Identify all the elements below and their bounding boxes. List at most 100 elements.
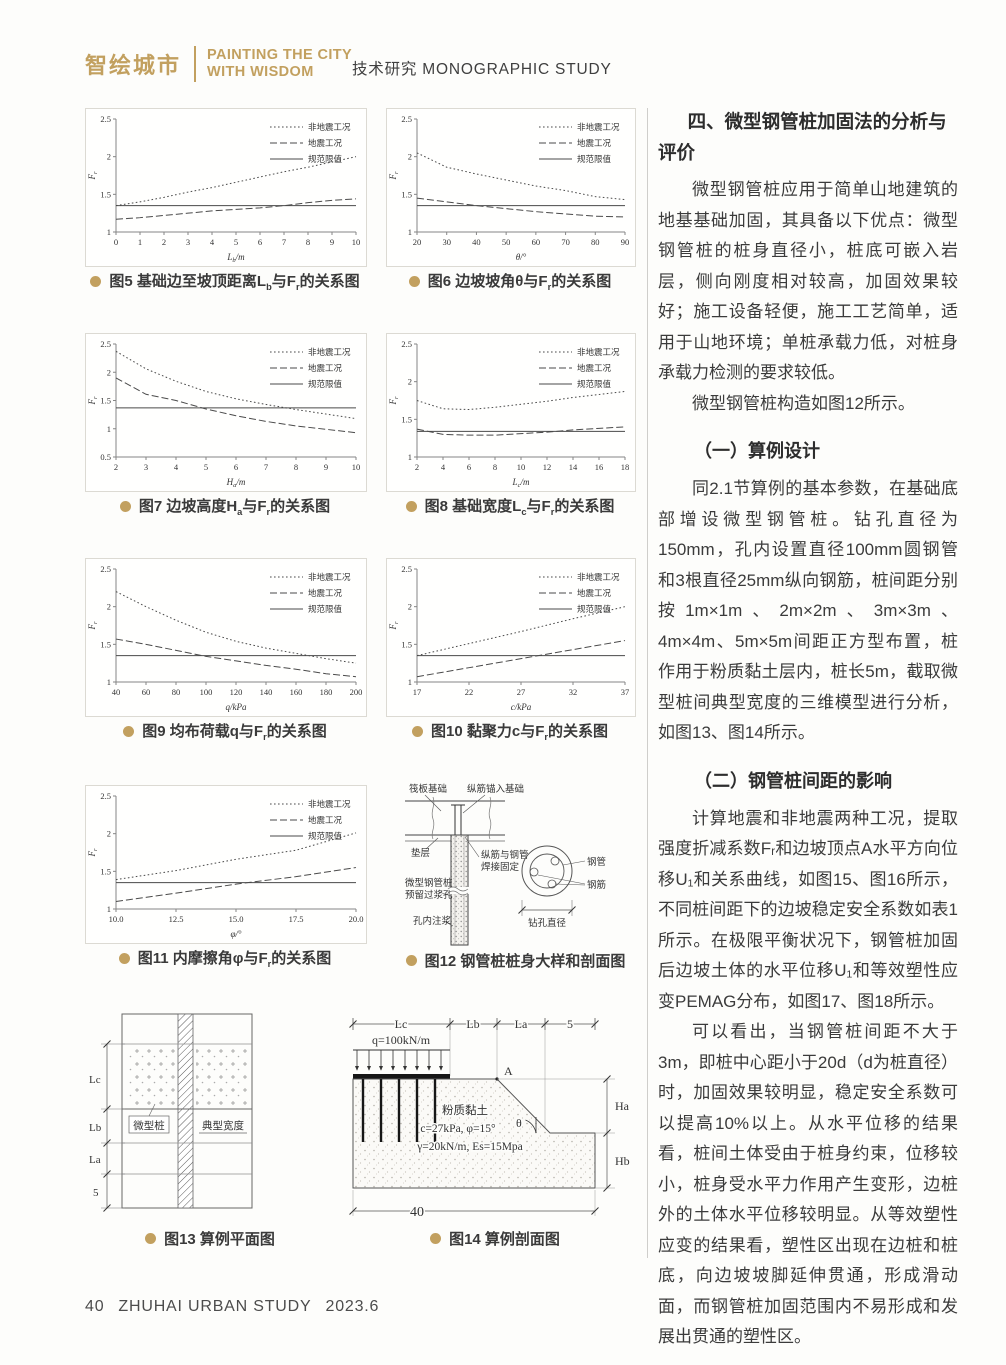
svg-text:1.5: 1.5: [100, 866, 111, 876]
svg-text:2: 2: [415, 462, 419, 472]
svg-text:120: 120: [230, 687, 243, 697]
svg-text:2.5: 2.5: [100, 791, 111, 801]
legend-label: 非地震工况: [308, 122, 351, 132]
dim-lb-label: Lb: [466, 1017, 479, 1031]
logo-en-line1: PAINTING THE CITY: [207, 46, 353, 63]
legend-label: 规范限值: [577, 379, 612, 389]
svg-text:16: 16: [595, 462, 604, 472]
legend-label: 规范限值: [577, 154, 612, 164]
svg-text:5: 5: [234, 237, 238, 247]
figure8-caption: 图8 基础宽度Lc与Fr的关系图: [386, 495, 634, 517]
svg-text:2.5: 2.5: [401, 114, 412, 124]
svg-text:17.5: 17.5: [289, 914, 304, 924]
chart-svg: 1 1.5 2 2.5 20 30 40 50 60 70 80 90 θ/° Fr 非地震工况地震工况规范…: [388, 114, 629, 262]
legend-label: 非地震工况: [308, 347, 351, 357]
svg-text:0.5: 0.5: [100, 452, 111, 462]
column-divider: [647, 108, 648, 1258]
figure-bullet-icon: [123, 725, 135, 737]
svg-text:1: 1: [408, 227, 412, 237]
legend-label: 规范限值: [308, 379, 343, 389]
point-a-label: A: [504, 1064, 513, 1078]
svg-text:10.0: 10.0: [109, 914, 124, 924]
x-axis-label: Ha/m: [226, 477, 246, 489]
dim-40-label: 40: [410, 1205, 424, 1220]
svg-text:32: 32: [569, 687, 578, 697]
figure-bullet-icon: [145, 1233, 157, 1244]
svg-text:1.5: 1.5: [100, 639, 111, 649]
svg-text:4: 4: [174, 462, 179, 472]
svg-text:100: 100: [200, 687, 213, 697]
series-dashed: [115, 638, 357, 678]
svg-text:27: 27: [517, 687, 526, 697]
dim-lb-label: Lb: [89, 1122, 102, 1134]
svg-text:8: 8: [306, 237, 310, 247]
svg-text:5: 5: [204, 462, 208, 472]
series-dotted: [416, 152, 626, 201]
x-axis-label: Lc/m: [512, 477, 530, 489]
figure-bullet-icon: [405, 500, 417, 512]
x-axis-label: θ/°: [516, 252, 527, 262]
series-dashed: [115, 377, 357, 434]
series-dashed: [416, 197, 626, 218]
figure13-diagram: 微型桩 典型宽度 Lc Lb La 5: [85, 1008, 335, 1222]
article-block: 同2.1节算例的基本参数，在基础底部增设微型钢管桩。钻孔直径为150mm，孔内设…: [658, 479, 958, 742]
svg-text:1.5: 1.5: [401, 189, 412, 199]
svg-text:3: 3: [186, 237, 190, 247]
legend-label: 地震工况: [577, 138, 612, 148]
rebar-label: 钢筋: [587, 879, 606, 891]
svg-text:2: 2: [107, 152, 111, 162]
figure-bullet-icon: [430, 1233, 442, 1244]
article-block: 计算地震和非地震两种工况，提取强度折减系数Fᵣ和边坡顶点A水平方向位移U₁和关系…: [658, 808, 958, 1011]
theta-label: θ: [516, 1116, 522, 1130]
journal-name: ZHUHAI URBAN STUDY: [118, 1298, 312, 1315]
soil-type-label: 粉质黏土: [442, 1103, 488, 1117]
article-block: 微型钢管桩构造如图12所示。: [692, 393, 915, 413]
series-dotted: [115, 156, 357, 207]
svg-text:70: 70: [561, 237, 570, 247]
svg-text:7: 7: [282, 237, 286, 247]
svg-text:6: 6: [234, 462, 238, 472]
svg-text:80: 80: [591, 237, 600, 247]
svg-text:14: 14: [569, 462, 578, 472]
journal-logo: 智绘城市: [85, 53, 182, 78]
svg-text:2: 2: [107, 602, 111, 612]
figure-bullet-icon: [412, 725, 423, 737]
svg-text:22: 22: [465, 687, 474, 697]
legend-label: 地震工况: [308, 815, 343, 825]
y-axis-label: Fr: [87, 848, 99, 858]
svg-text:2: 2: [107, 367, 111, 377]
legend-label: 规范限值: [577, 604, 612, 614]
svg-text:30: 30: [442, 237, 451, 247]
article-block: 四、微型钢管桩加固法的分析与评价: [658, 111, 947, 163]
svg-text:2: 2: [408, 602, 412, 612]
svg-text:60: 60: [142, 687, 151, 697]
figure12-diagram: 筏板基础 纵筋锚入基础 垫层 纵筋与钢管 焊接固定 微型钢管桩 预留过浆孔 孔内…: [395, 780, 645, 956]
dim-la-label: La: [515, 1017, 528, 1031]
grout-label: 孔内注浆: [413, 915, 452, 927]
figure9-chart: 1 1.5 2 2.5 40 60 80 100 120 140 160 180 200 q/kPa Fr 非…: [85, 558, 367, 717]
legend-label: 地震工况: [577, 588, 612, 598]
figure13-caption: 图13 算例平面图: [85, 1228, 335, 1249]
bore-diameter-label: 钻孔直径: [528, 917, 567, 929]
rebar-anchor-label: 纵筋锚入基础: [467, 783, 524, 795]
series-dotted: [115, 591, 357, 664]
svg-text:2: 2: [408, 152, 412, 162]
svg-text:10: 10: [517, 462, 526, 472]
dim-ha-label: Ha: [615, 1099, 630, 1113]
svg-text:40: 40: [472, 237, 481, 247]
svg-text:9: 9: [324, 462, 328, 472]
svg-text:4: 4: [441, 462, 446, 472]
y-axis-label: Fr: [388, 171, 400, 181]
svg-text:1: 1: [107, 677, 111, 687]
svg-text:8: 8: [493, 462, 497, 472]
figure5-chart: 1 1.5 2 2.5 0 1 2 3 4 5 6 7 8 9 10 Lb/m Fr 非地震工况 地震工况 规范限值: [85, 108, 367, 267]
dim-lc-label: Lc: [89, 1074, 101, 1086]
svg-text:40: 40: [112, 687, 121, 697]
page-footer: 40 ZHUHAI URBAN STUDY 2023.6: [85, 1298, 379, 1316]
legend-label: 非地震工况: [577, 122, 620, 132]
article-column: 四、微型钢管桩加固法的分析与评价 微型钢管桩应用于简单山地建筑的地基基础加固，其具…: [658, 106, 958, 1353]
svg-text:60: 60: [532, 237, 541, 247]
load-label: q=100kN/m: [372, 1033, 431, 1047]
figure14-caption: 图14 算例剖面图: [345, 1228, 645, 1249]
